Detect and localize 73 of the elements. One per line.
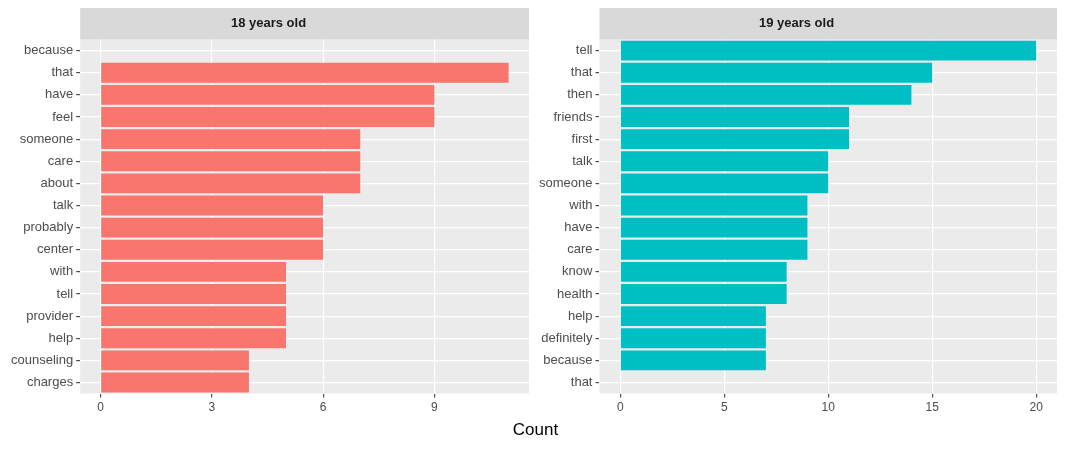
bar (620, 328, 766, 349)
y-tick-label: know (562, 263, 594, 279)
y-tick-label: tell (575, 42, 593, 58)
bar (620, 284, 787, 304)
y-tick-label: first (571, 130, 593, 146)
y-tick-label: care (567, 241, 593, 257)
y-tick-label: that (570, 374, 593, 390)
x-tick-label: 9 (431, 400, 439, 415)
y-tick-label: have (564, 219, 593, 235)
y-tick-label: counseling (11, 351, 74, 367)
bar (620, 195, 808, 216)
bar (101, 372, 249, 393)
bar (101, 261, 287, 282)
y-tick-label: someone (538, 174, 593, 190)
y-tick-label: center (37, 241, 74, 257)
bar (101, 328, 287, 349)
y-tick-label: feel (52, 108, 74, 124)
bar (620, 239, 808, 260)
bar (101, 84, 435, 105)
bar (620, 107, 850, 127)
y-tick-label: that (570, 64, 593, 80)
bar (101, 173, 361, 194)
x-tick-label: 3 (208, 400, 216, 415)
bar (101, 195, 324, 216)
y-tick-label: because (24, 42, 74, 58)
y-tick-label: provider (26, 307, 74, 323)
bar (620, 151, 829, 172)
x-tick-label: 20 (1029, 400, 1044, 415)
y-tick-label: someone (19, 130, 74, 146)
x-tick-label: 5 (720, 400, 728, 415)
bar (620, 350, 766, 371)
bar (101, 107, 435, 127)
bar (620, 306, 766, 327)
y-tick-label: health (557, 285, 593, 301)
bar (620, 84, 912, 105)
x-axis-title: Count (511, 420, 560, 440)
y-tick-label: have (44, 86, 74, 102)
y-tick-label: charges (26, 374, 74, 390)
bar (101, 239, 324, 260)
bar (620, 261, 787, 282)
bar (620, 129, 850, 150)
y-tick-label: that (51, 64, 74, 80)
y-tick-label: about (40, 174, 74, 190)
y-tick-label: talk (572, 152, 593, 168)
y-tick-label: tell (56, 285, 74, 301)
bar (101, 217, 324, 238)
bar (620, 62, 933, 83)
y-tick-label: because (543, 351, 593, 367)
y-tick-label: help (567, 307, 593, 323)
x-tick-label: 6 (319, 400, 327, 415)
x-tick-label: 0 (616, 400, 624, 415)
bar (101, 129, 361, 150)
bar (620, 173, 829, 194)
x-tick-label: 0 (97, 400, 105, 415)
bar (101, 151, 361, 172)
y-tick-label: with (49, 263, 74, 279)
chart-title: 19 years old (758, 15, 835, 31)
chart-title: 18 years old (230, 15, 307, 31)
bar (101, 62, 509, 83)
y-tick-label: friends (553, 108, 593, 124)
y-tick-label: probably (23, 219, 74, 235)
bar (101, 284, 287, 304)
bar (101, 350, 249, 371)
bar (620, 217, 808, 238)
bar (101, 306, 287, 327)
y-tick-label: then (567, 86, 593, 102)
y-tick-label: talk (52, 197, 74, 213)
x-tick-label: 15 (925, 400, 940, 415)
y-tick-label: with (568, 197, 593, 213)
y-tick-label: care (47, 152, 74, 168)
y-tick-label: help (48, 329, 74, 345)
y-tick-label: definitely (541, 329, 593, 345)
x-tick-label: 10 (821, 400, 836, 415)
